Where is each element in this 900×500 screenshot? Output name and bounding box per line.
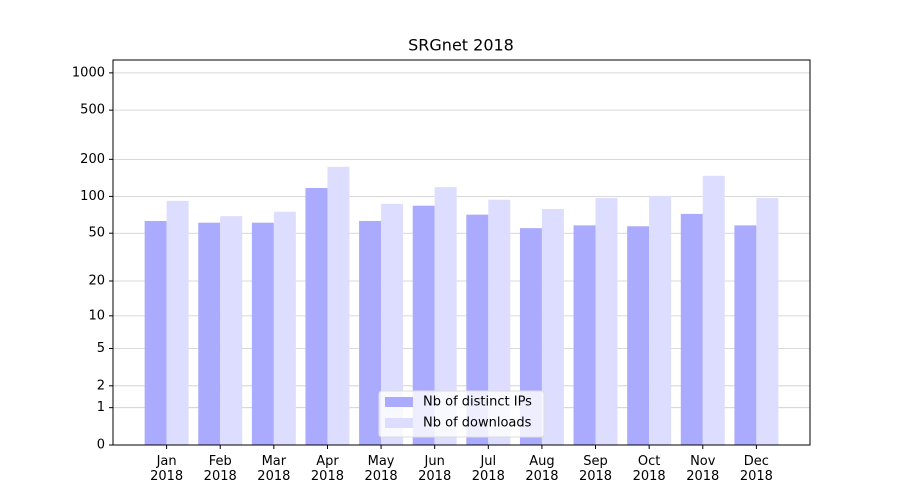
- x-tick-label: May 2018: [364, 454, 398, 484]
- bar: [649, 195, 672, 445]
- bar: [381, 203, 404, 445]
- legend-box: [378, 390, 545, 438]
- plot-frame: [112, 59, 811, 446]
- y-tick-label: 0: [97, 438, 105, 453]
- bar: [595, 198, 618, 445]
- bar: [627, 226, 650, 445]
- bar: [220, 216, 243, 445]
- x-tick-label: Oct 2018: [632, 454, 666, 484]
- y-tick-label: 100: [80, 189, 105, 204]
- chart-title: SRGnet 2018: [408, 36, 514, 55]
- x-tick-label: Jun 2018: [418, 454, 452, 484]
- legend: Nb of distinct IPs Nb of downloads: [378, 390, 545, 438]
- bar: [541, 208, 564, 445]
- legend-label: Nb of distinct IPs: [423, 395, 532, 410]
- bar: [251, 222, 274, 445]
- bar: [466, 214, 489, 445]
- y-tick-label: 5: [97, 341, 105, 356]
- x-tick-label: Dec 2018: [739, 454, 773, 484]
- bar: [702, 175, 725, 445]
- y-tick-label: 2: [97, 378, 105, 393]
- x-tick-label: Mar 2018: [257, 454, 291, 484]
- legend-swatch: [385, 418, 413, 428]
- bar: [144, 220, 167, 445]
- x-tick-label: Aug 2018: [525, 454, 559, 484]
- y-tick-label: 20: [88, 274, 105, 289]
- y-tick-label: 200: [80, 152, 105, 167]
- bar: [680, 213, 703, 445]
- bar: [305, 188, 328, 445]
- y-tick-label: 50: [88, 226, 105, 241]
- bar: [166, 200, 189, 445]
- bar: [198, 222, 221, 445]
- bar: [273, 211, 296, 445]
- x-tick-label: Jan 2018: [150, 454, 184, 484]
- bar: [327, 166, 350, 445]
- x-tick-label: Apr 2018: [310, 454, 344, 484]
- y-tick-label: 1000: [72, 65, 105, 80]
- bar: [488, 199, 511, 445]
- bar: [573, 225, 596, 445]
- legend-swatch: [385, 397, 413, 407]
- bar: [734, 225, 757, 445]
- y-tick-label: 500: [80, 103, 105, 118]
- legend-label: Nb of downloads: [423, 416, 532, 431]
- bar: [412, 205, 435, 445]
- y-tick-label: 1: [97, 400, 105, 415]
- x-tick-label: Jul 2018: [471, 454, 505, 484]
- x-tick-label: Sep 2018: [578, 454, 613, 484]
- bar: [434, 187, 457, 445]
- x-tick-label: Feb 2018: [203, 454, 237, 484]
- y-tick-label: 10: [88, 308, 105, 323]
- x-tick-label: Nov 2018: [686, 454, 720, 484]
- bar: [359, 220, 382, 445]
- bar: [756, 198, 779, 445]
